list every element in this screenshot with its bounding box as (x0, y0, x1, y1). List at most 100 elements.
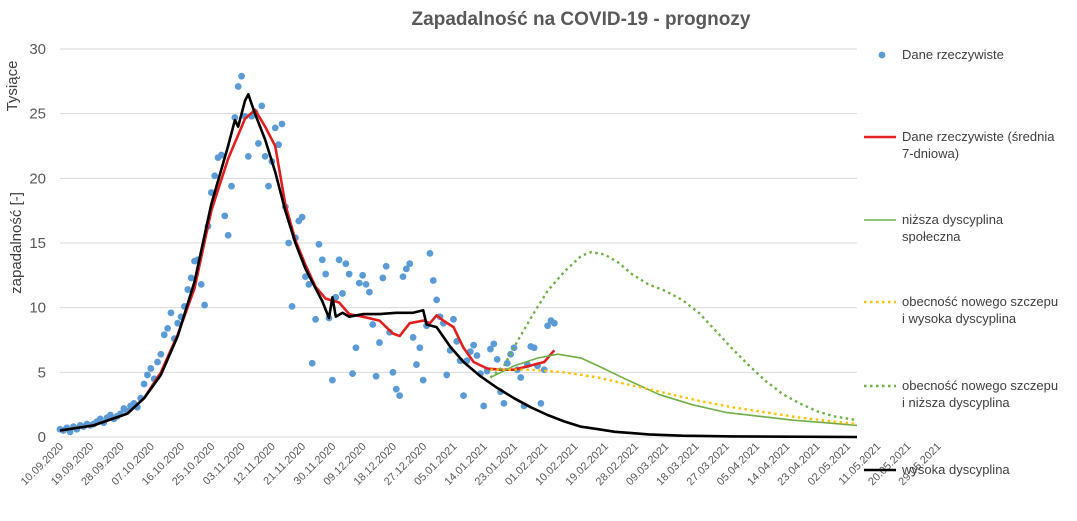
x-tick-labels: 10.09.202019.09.202028.09.202007.10.2020… (19, 441, 944, 488)
y-axis-label: zapadalność [-] (8, 192, 25, 294)
data-point (285, 239, 293, 247)
data-point (187, 274, 195, 282)
data-point (312, 315, 319, 323)
data-point (244, 152, 252, 160)
data-point (379, 274, 387, 282)
data-point (238, 72, 245, 80)
data-point (399, 273, 407, 281)
data-point (218, 151, 225, 159)
data-point (275, 141, 282, 149)
legend-label: obecność nowego szczepu i wysoka dyscypli… (902, 294, 1058, 326)
legend-label: niższa dyscyplina społeczna (902, 212, 1004, 244)
data-point (140, 380, 148, 388)
data-point (352, 344, 360, 352)
data-point (450, 315, 457, 323)
data-point (419, 376, 427, 384)
data-point (443, 371, 451, 379)
legend-item: obecność nowego szczepu i niższa dyscypli… (864, 378, 1058, 410)
legend-item: Dane rzeczywiste (878, 47, 1004, 62)
data-point (265, 182, 272, 190)
data-point (365, 288, 373, 296)
data-point (342, 260, 350, 268)
data-point (221, 212, 229, 220)
data-point (493, 356, 501, 363)
series-line-3 (490, 368, 858, 426)
data-point (167, 309, 175, 317)
series-line-4 (489, 250, 858, 422)
data-point (406, 260, 414, 268)
data-point (413, 361, 420, 368)
data-point (460, 392, 467, 400)
legend-item: wysoka dyscyplina (864, 462, 1010, 477)
data-point (184, 286, 192, 293)
data-point (550, 319, 558, 327)
y-tick-label: 20 (29, 170, 46, 187)
data-point (154, 358, 161, 366)
data-point (255, 140, 262, 147)
data-point (308, 359, 316, 367)
y-unit-label: Tysiące (4, 61, 21, 112)
legend-label: wysoka dyscyplina (901, 462, 1010, 477)
y-tick-label: 5 (38, 364, 46, 381)
data-point (382, 262, 390, 270)
data-point (157, 350, 165, 358)
data-point (258, 102, 266, 110)
data-point (396, 392, 404, 400)
chart-title: Zapadalność na COVID-19 - prognozy (412, 9, 751, 30)
data-point (228, 182, 235, 190)
data-point (369, 321, 377, 328)
data-point (174, 319, 182, 327)
data-point (315, 240, 323, 248)
data-point (487, 345, 494, 353)
data-point (318, 256, 326, 264)
data-point (349, 370, 356, 378)
y-tick-label: 30 (29, 41, 46, 58)
data-point (389, 368, 397, 376)
data-point (490, 340, 498, 348)
data-point (332, 293, 340, 301)
data-point (355, 279, 363, 287)
data-point (305, 280, 313, 288)
data-point (500, 399, 508, 407)
data-point (362, 280, 370, 288)
data-point (147, 365, 155, 372)
series-layer (56, 72, 858, 439)
y-tick-label: 0 (38, 429, 46, 446)
data-point (144, 371, 151, 379)
legend: Dane rzeczywiste Dane rzeczywiste (średni… (864, 47, 1058, 477)
data-point (480, 402, 488, 410)
y-tick-label: 25 (29, 106, 46, 123)
data-point (201, 301, 209, 309)
data-point (345, 270, 353, 278)
data-point (470, 341, 478, 349)
series-scatter (56, 72, 558, 436)
series-line-5 (59, 93, 858, 439)
data-point (372, 372, 380, 380)
data-point (231, 114, 239, 121)
data-point (510, 344, 518, 352)
y-tick-label: 10 (29, 300, 46, 317)
data-point (298, 213, 306, 221)
data-point (376, 339, 383, 346)
legend-item: obecność nowego szczepu i wysoka dyscypli… (864, 294, 1058, 326)
series-line-2 (490, 353, 858, 427)
data-point (517, 374, 525, 381)
legend-item: Dane rzeczywiste (średnia 7-dniowa) (864, 129, 1055, 161)
data-point (473, 352, 481, 359)
data-point (224, 231, 232, 239)
data-point (271, 124, 279, 132)
legend-label: Dane rzeczywiste (średnia 7-dniowa) (902, 129, 1055, 161)
data-point (322, 270, 330, 278)
data-point (339, 290, 346, 297)
data-point (416, 344, 424, 352)
data-point (328, 376, 336, 384)
data-point (261, 152, 269, 160)
data-point (234, 83, 242, 90)
data-point (402, 265, 410, 273)
data-point (288, 302, 296, 310)
data-point (160, 331, 168, 339)
data-point (164, 324, 172, 332)
data-point (197, 280, 205, 288)
data-point (544, 322, 552, 330)
